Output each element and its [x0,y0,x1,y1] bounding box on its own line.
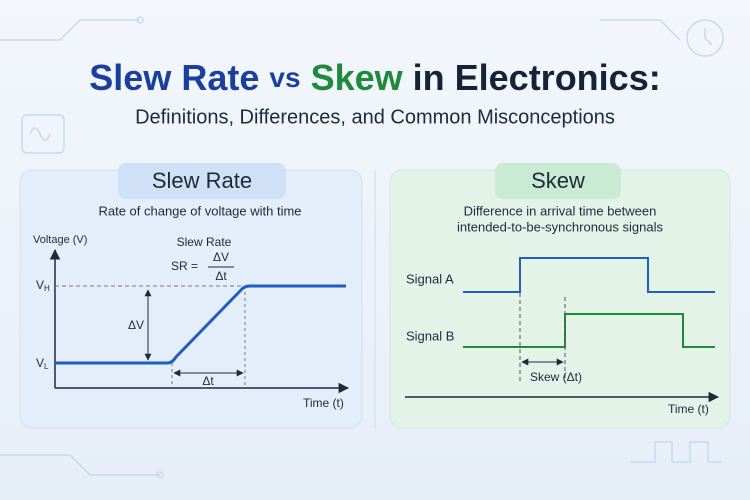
panel-description: Difference in arrival time between [464,203,657,218]
formula-title: Slew Rate [177,235,232,249]
signal-waveform [55,284,346,365]
panel-description: Rate of change of voltage with time [98,203,301,218]
title-part: Slew Rate [89,57,259,98]
skew-label: Skew (Δt) [530,370,582,384]
signal-label: Signal B [406,328,454,343]
title-part: Skew [311,57,404,98]
title-part: in Electronics: [413,57,661,98]
level-sub: H [44,284,50,293]
axis-label: Time (t) [668,402,709,416]
level-sub: L [44,362,49,371]
panel-heading: Skew [531,168,585,193]
title: Slew Rate vs Skew in Electronics: [89,57,660,98]
delta-v-label: ΔV [128,318,144,332]
panel-description: intended-to-be-synchronous signals [457,219,663,234]
heading-pill [495,163,621,199]
delta-t-label: Δt [202,374,214,388]
subtitle: Definitions, Differences, and Common Mis… [135,106,615,128]
axis-label: Time (t) [303,396,344,410]
signal-a-waveform [463,257,715,293]
axis-label: Voltage (V) [33,234,87,246]
panel-heading: Slew Rate [152,168,252,193]
level-main: V [36,278,44,292]
title-part: vs [269,62,300,93]
formula-lhs: SR = [171,259,198,273]
signal-b-waveform [463,313,715,348]
level-label: VL [36,356,49,371]
heading-pill [118,163,286,199]
signal-label: Signal A [406,271,454,286]
level-main: V [36,356,44,370]
level-label: VH [36,278,50,293]
circuit-decoration [0,16,724,479]
formula-numerator: ΔV [213,250,229,264]
formula-denominator: Δt [215,269,227,283]
